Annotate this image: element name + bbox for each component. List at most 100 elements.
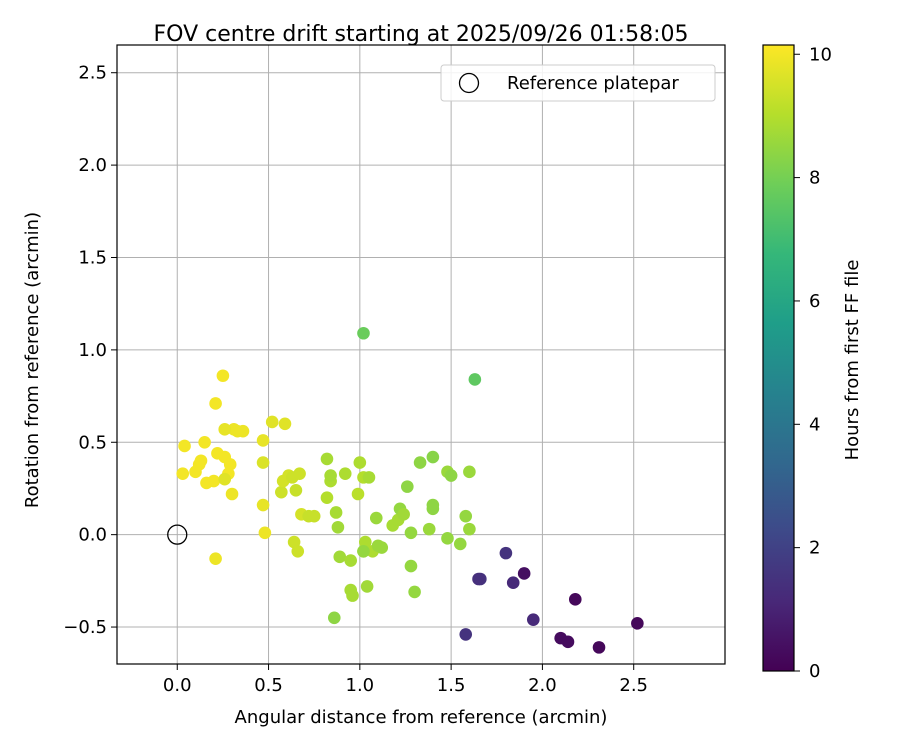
grid: [117, 45, 725, 664]
chart-title: FOV centre drift starting at 2025/09/26 …: [154, 22, 689, 47]
x-tick-label: 2.5: [619, 675, 648, 696]
data-point: [463, 522, 476, 536]
data-point: [209, 552, 222, 565]
colorbar-tick-label: 0: [809, 661, 820, 682]
x-axis-label: Angular distance from reference (arcmin): [235, 707, 608, 728]
colorbar-axis: 0 2 4 6 8 10: [794, 44, 832, 682]
data-point: [463, 465, 476, 479]
data-point: [360, 580, 374, 593]
colorbar-label: Hours from first FF file: [842, 260, 863, 461]
data-point: [426, 502, 440, 516]
colorbar-tick-label: 4: [809, 414, 820, 435]
data-point: [333, 550, 347, 564]
data-point: [289, 484, 303, 497]
data-point: [291, 544, 305, 558]
y-tick-label: −0.5: [63, 617, 107, 638]
legend-box: [440, 64, 716, 102]
data-point: [324, 469, 337, 482]
data-point: [375, 541, 389, 554]
data-point: [453, 537, 467, 551]
data-point: [472, 572, 485, 586]
data-point: [459, 628, 473, 641]
data-point: [209, 397, 222, 410]
data-point: [178, 439, 191, 453]
data-point: [218, 423, 232, 436]
data-point: [275, 485, 288, 499]
data-point: [357, 544, 370, 558]
data-point: [468, 373, 482, 386]
data-point: [426, 450, 440, 464]
colorbar-tick-label: 10: [809, 44, 832, 65]
y-axis-label: Rotation from reference (arcmin): [22, 212, 43, 508]
reference-marker: [167, 524, 188, 545]
x-tick-label: 0.5: [254, 675, 283, 696]
data-point: [351, 487, 365, 501]
data-point: [346, 589, 359, 602]
data-point: [256, 498, 270, 512]
data-point: [278, 417, 292, 431]
data-point: [444, 469, 458, 482]
colorbar: 0 2 4 6 8 10 Hours from first FF file: [762, 44, 863, 682]
data-point: [223, 458, 237, 471]
y-tick-label: 1.5: [78, 247, 107, 268]
y-tick-label: 0.5: [78, 432, 107, 453]
data-point: [413, 456, 427, 469]
data-point: [256, 434, 270, 447]
data-point: [401, 480, 414, 493]
x-tick-label: 2.0: [528, 675, 557, 696]
data-point: [561, 635, 575, 649]
data-point: [357, 326, 370, 340]
data-point: [404, 559, 418, 573]
data-point: [517, 567, 531, 580]
data-point: [592, 641, 606, 654]
data-point: [218, 472, 232, 486]
data-point: [397, 508, 410, 521]
y-tick-label: 0.0: [78, 525, 107, 546]
legend: Reference platepar: [440, 64, 716, 102]
colorbar-tick-label: 2: [809, 538, 820, 559]
data-point: [198, 435, 211, 449]
x-axis: 0.0 0.5 1.0 1.5 2.0 2.5: [163, 664, 648, 696]
data-point: [526, 613, 540, 626]
data-point: [176, 467, 190, 480]
data-point: [459, 509, 473, 523]
colorbar-gradient: [762, 44, 795, 672]
data-point: [499, 546, 513, 560]
legend-label: Reference platepar: [507, 73, 679, 94]
colorbar-tick-label: 8: [809, 168, 820, 189]
data-point: [293, 467, 306, 480]
data-point: [258, 526, 272, 540]
y-tick-label: 2.0: [78, 155, 107, 176]
data-point: [441, 532, 454, 545]
colorbar-tick-label: 6: [809, 291, 820, 312]
data-point: [362, 471, 376, 484]
data-point: [216, 369, 230, 383]
data-point: [320, 452, 334, 466]
data-point: [631, 617, 644, 630]
y-tick-label: 1.0: [78, 340, 107, 361]
data-point: [331, 520, 345, 534]
data-point: [344, 554, 358, 567]
data-points: [176, 326, 644, 654]
data-point: [189, 465, 202, 479]
legend-reference-marker: [458, 72, 480, 94]
plot-area-frame: [116, 44, 726, 665]
data-point: [329, 506, 343, 519]
data-point: [404, 526, 418, 540]
data-point: [353, 456, 367, 469]
y-axis: −0.5 0.0 0.5 1.0 1.5 2.0 2.5: [63, 63, 117, 638]
data-point: [338, 467, 352, 480]
data-point: [256, 456, 270, 469]
data-point: [225, 487, 239, 501]
data-point: [506, 576, 520, 589]
data-point: [236, 424, 250, 438]
data-point: [207, 474, 221, 488]
y-tick-label: 2.5: [78, 63, 107, 84]
data-point: [408, 585, 421, 599]
data-point: [194, 454, 208, 468]
data-point: [422, 522, 436, 536]
data-point: [307, 509, 321, 523]
data-point: [320, 491, 334, 505]
reference-marker-layer: [167, 524, 188, 545]
